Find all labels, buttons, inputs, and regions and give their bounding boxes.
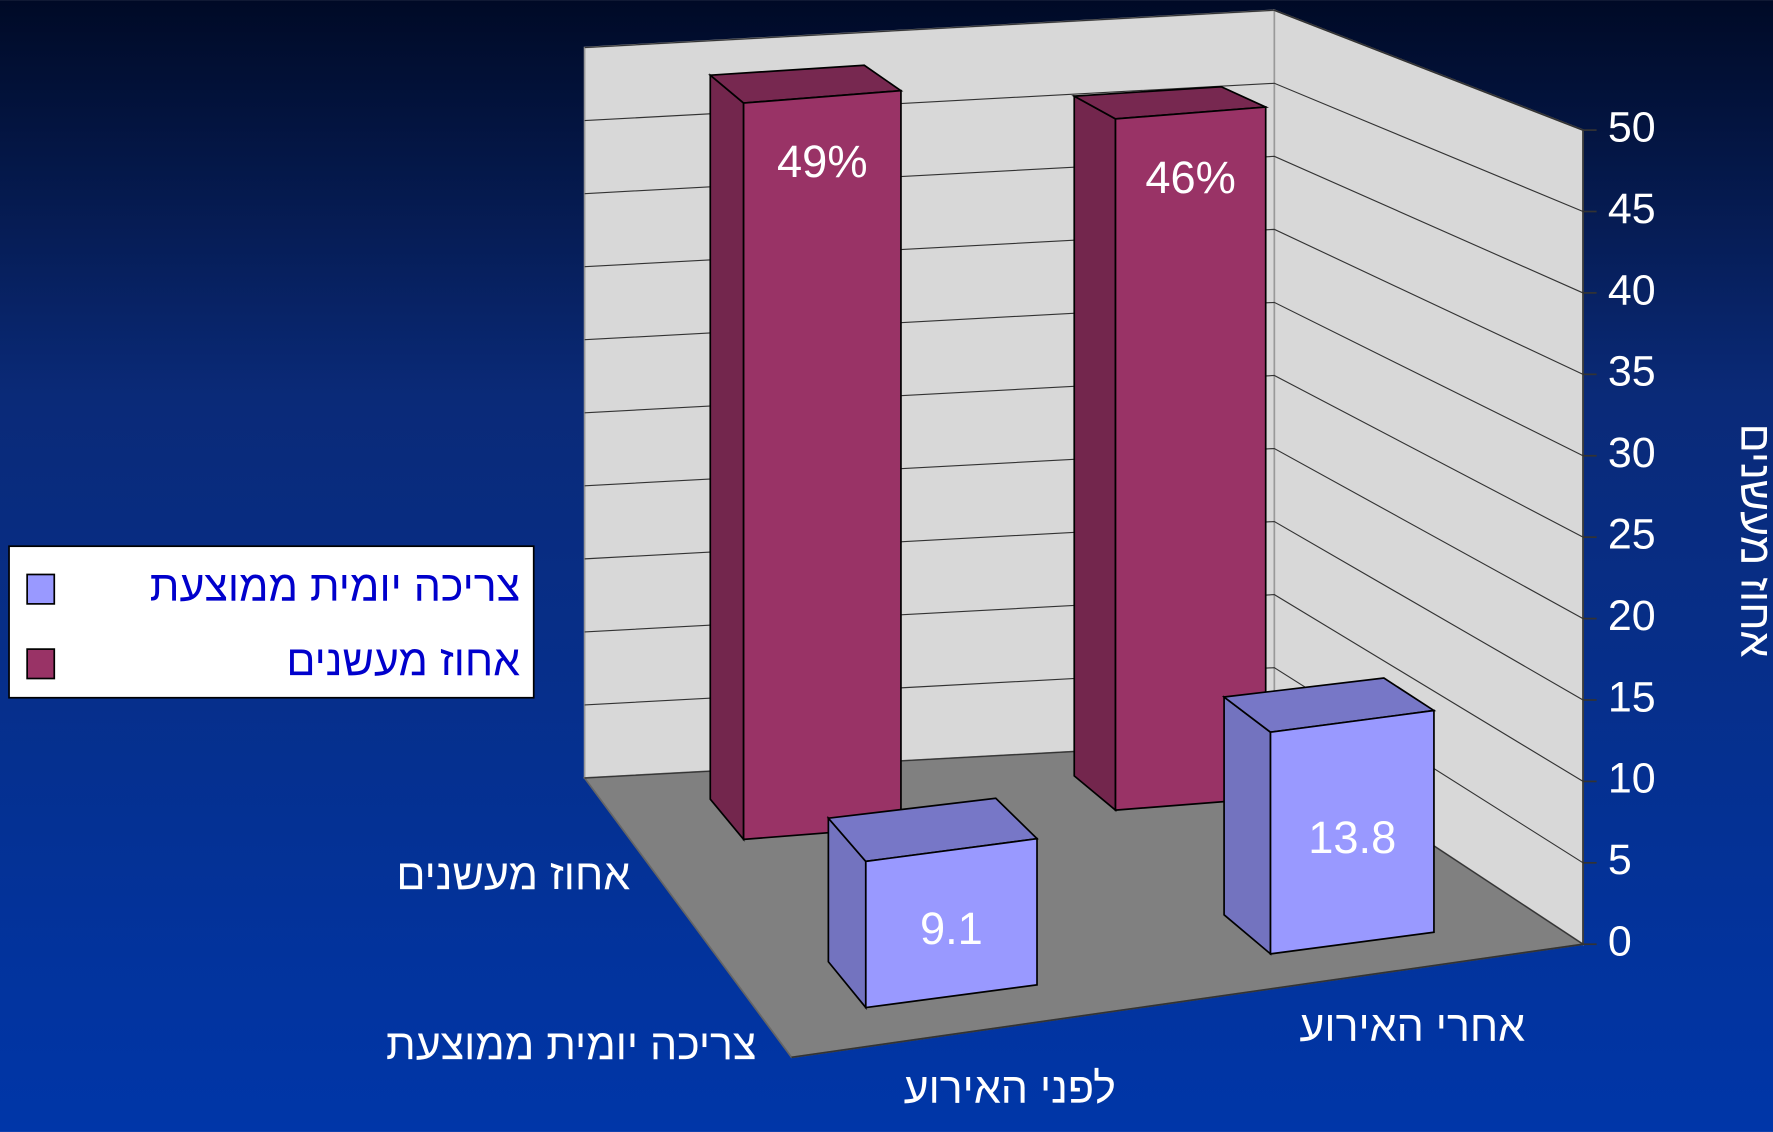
y-tick-label: 35 xyxy=(1608,348,1656,396)
data-label: 49% xyxy=(777,136,868,187)
bar xyxy=(742,89,902,841)
data-label: 9.1 xyxy=(920,903,983,954)
y-tick-label: 15 xyxy=(1608,673,1656,721)
legend-swatch xyxy=(26,573,56,605)
bar-side xyxy=(1223,695,1272,956)
y-tick-label: 50 xyxy=(1608,103,1656,151)
plot-area: 0 5 10 15 20 25 30 35 40 45 50 לפני האירוע אחרי האיר… xyxy=(386,9,1656,1113)
y-tick-label: 0 xyxy=(1608,918,1632,966)
bar xyxy=(1114,106,1267,812)
legend-label: צריכה יומית ממוצעת xyxy=(150,563,520,611)
x-tick-label: לפני האירוע xyxy=(904,1065,1116,1113)
bar xyxy=(864,837,1038,1009)
y-tick-label: 5 xyxy=(1608,836,1632,884)
bar-side xyxy=(709,73,745,842)
data-label: 46% xyxy=(1145,152,1236,203)
y-tick-label: 20 xyxy=(1608,592,1656,640)
axis-line xyxy=(791,9,1584,1059)
legend-swatch xyxy=(26,648,56,680)
bar-side xyxy=(1073,94,1117,812)
y-tick-label: 25 xyxy=(1608,511,1656,559)
y-tick-label: 10 xyxy=(1608,755,1656,803)
legend-label: אחוז מעשנים xyxy=(286,637,520,685)
legend xyxy=(8,545,535,699)
depth-label: אחוז מעשנים xyxy=(396,851,630,899)
y-tick-label: 40 xyxy=(1608,266,1656,314)
x-tick-label: אחרי האירוע xyxy=(1299,1002,1525,1050)
y-axis-title: אחוז מעשנים xyxy=(1731,424,1773,658)
data-label: 13.8 xyxy=(1308,812,1396,863)
y-tick-label: 30 xyxy=(1608,429,1656,477)
y-tick-label: 45 xyxy=(1608,185,1656,233)
legend-items: צריכה יומית ממוצעת אחוז מעשנים xyxy=(26,563,520,685)
depth-label: צריכה יומית ממוצעת xyxy=(386,1021,756,1069)
bar xyxy=(1269,709,1435,955)
